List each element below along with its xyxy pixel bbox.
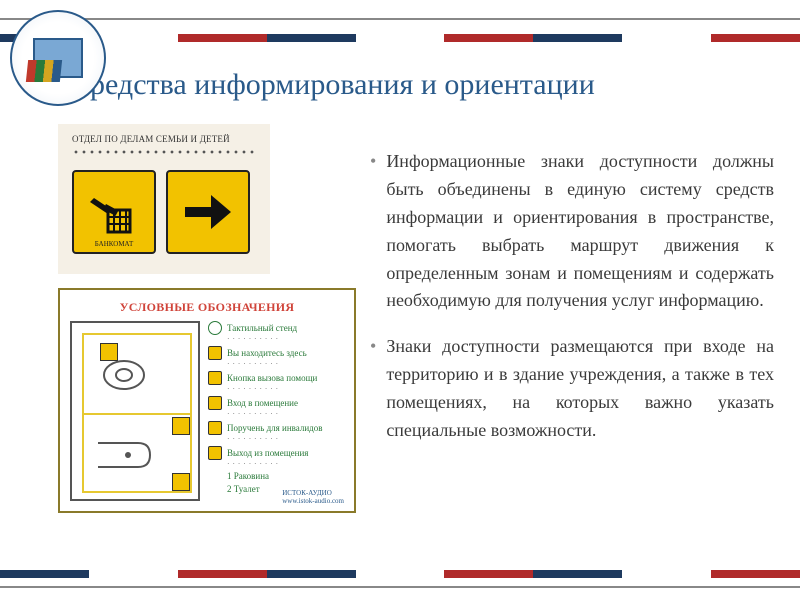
sign-label: ОТДЕЛ ПО ДЕЛАМ СЕМЬИ И ДЕТЕЙ [72,134,256,144]
atm-pictogram: БАНКОМАТ [72,170,156,254]
legend-text: Вы находитесь здесь [227,348,307,358]
bullet-dot-icon: • [370,333,376,445]
slide-title: Средства информирования и ориентации [70,68,780,102]
bullet-text: Знаки доступности размещаются при входе … [386,333,774,445]
right-column: • Информационные знаки доступности должн… [370,148,774,463]
org-logo [10,10,106,106]
legend-footer: ИСТОК-АУДИО www.istok-audio.com [282,489,344,505]
sign-caption-atm: БАНКОМАТ [74,240,154,248]
left-column: ОТДЕЛ ПО ДЕЛАМ СЕМЬИ И ДЕТЕЙ БАНКОМАТ [58,124,358,513]
bullet-text: Информационные знаки доступности должны … [386,148,774,315]
legend-text: Вход в помещение [227,398,298,408]
decor-stripe-bottom [0,570,800,578]
tactile-legend-diagram: УСЛОВНЫЕ ОБОЗНАЧЕНИЯ [58,288,356,513]
legend-list: Тактильный стенд ⠂⠂⠂⠂⠂⠂⠂⠂⠂⠂ Вы находитес… [208,321,344,501]
legend-icon [208,421,222,435]
decor-stripe-top [0,34,800,42]
legend-icon [208,346,222,360]
floorplan [70,321,200,501]
legend-text: Тактильный стенд [227,323,297,333]
bullet-item: • Знаки доступности размещаются при вход… [370,333,774,445]
legend-icon [208,371,222,385]
legend-icon [208,396,222,410]
legend-icon [208,321,222,335]
bullet-item: • Информационные знаки доступности должн… [370,148,774,315]
legend-text: Выход из помещения [227,448,308,458]
legend-icon [208,446,222,460]
decor-line-top [0,18,800,20]
slide-content: ОТДЕЛ ПО ДЕЛАМ СЕМЬИ И ДЕТЕЙ БАНКОМАТ [0,120,800,550]
legend-text: 1 Раковина [227,471,269,481]
legend-title: УСЛОВНЫЕ ОБОЗНАЧЕНИЯ [70,300,344,315]
legend-text: 2 Туалет [227,484,260,494]
arrow-pictogram [166,170,250,254]
legend-text: Поручень для инвалидов [227,423,323,433]
decor-line-bottom [0,586,800,588]
braille-strip [72,148,256,162]
accessibility-sign-photo: ОТДЕЛ ПО ДЕЛАМ СЕМЬИ И ДЕТЕЙ БАНКОМАТ [58,124,270,274]
legend-text: Кнопка вызова помощи [227,373,317,383]
bullet-dot-icon: • [370,148,376,315]
